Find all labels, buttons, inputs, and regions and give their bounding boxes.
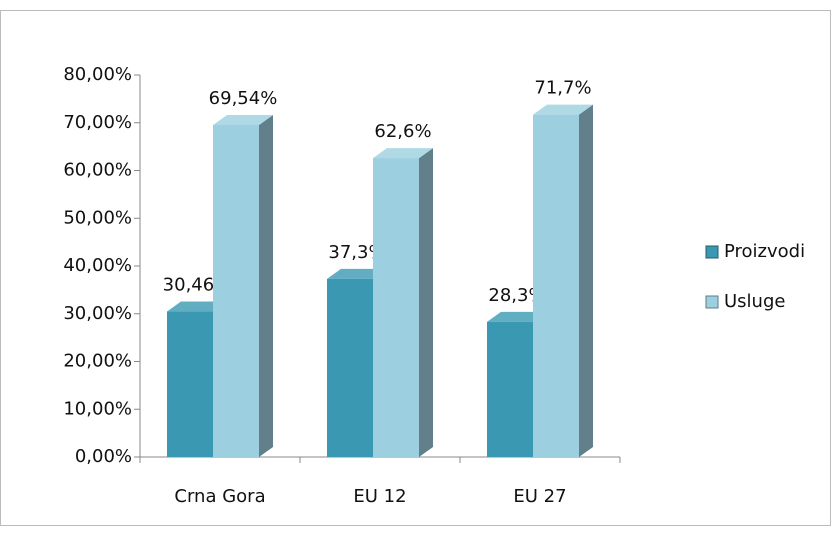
- bar: [327, 278, 373, 457]
- value-label: 28,3%: [488, 285, 545, 306]
- bar-side: [259, 114, 273, 457]
- bar: [373, 158, 419, 457]
- y-tick-label: 60,00%: [63, 160, 132, 181]
- bar-side: [579, 104, 593, 457]
- bar-top: [533, 104, 593, 115]
- bar-top: [487, 311, 547, 322]
- y-tick-label: 30,00%: [63, 303, 132, 324]
- y-tick-label: 70,00%: [63, 112, 132, 133]
- bar-side: [419, 148, 433, 457]
- bar: [167, 311, 213, 457]
- y-tick-label: 40,00%: [63, 255, 132, 276]
- legend-label: Proizvodi: [724, 241, 805, 262]
- bar-top: [373, 148, 433, 159]
- x-tick-label: Crna Gora: [174, 486, 265, 507]
- legend-label: Usluge: [724, 291, 785, 312]
- legend-swatch: [705, 295, 719, 309]
- bar: [533, 114, 579, 457]
- y-tick-label: 20,00%: [63, 351, 132, 372]
- bar-top: [167, 301, 227, 312]
- value-label: 62,6%: [374, 121, 431, 142]
- bar-top: [213, 114, 273, 125]
- y-tick-label: 50,00%: [63, 207, 132, 228]
- x-tick-label: EU 12: [353, 486, 406, 507]
- value-label: 69,54%: [209, 88, 278, 109]
- chart-frame: [0, 10, 831, 526]
- y-tick-label: 0,00%: [75, 446, 132, 467]
- value-label: 37,3%: [328, 242, 385, 263]
- legend-swatch: [705, 245, 719, 259]
- x-tick-label: EU 27: [513, 486, 566, 507]
- bar-top: [327, 268, 387, 279]
- y-tick-label: 10,00%: [63, 398, 132, 419]
- y-tick-label: 80,00%: [63, 64, 132, 85]
- bar: [487, 321, 533, 457]
- value-label: 71,7%: [534, 78, 591, 99]
- bar: [213, 124, 259, 457]
